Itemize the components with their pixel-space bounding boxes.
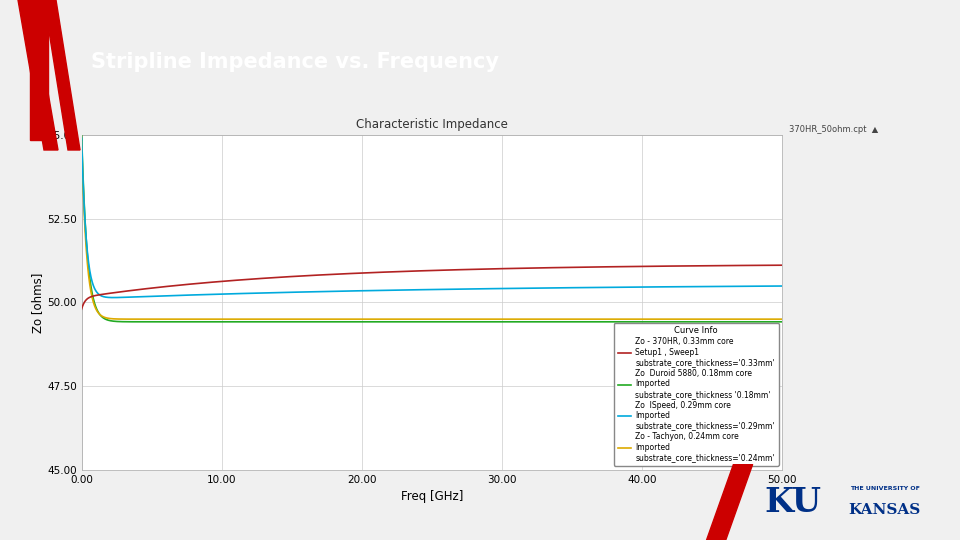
- Text: Stripline Impedance vs. Frequency: Stripline Impedance vs. Frequency: [91, 52, 499, 72]
- Text: KANSAS: KANSAS: [849, 503, 921, 517]
- Text: KU: KU: [765, 485, 822, 519]
- Title: Characteristic Impedance: Characteristic Impedance: [356, 118, 508, 131]
- Legend: Zo - 370HR, 0.33mm core
Setup1 , Sweep1
substrate_core_thickness='0.33mm', Zo  D: Zo - 370HR, 0.33mm core Setup1 , Sweep1 …: [613, 322, 779, 466]
- Polygon shape: [18, 0, 58, 150]
- Polygon shape: [44, 0, 80, 150]
- Y-axis label: Zo [ohms]: Zo [ohms]: [32, 272, 44, 333]
- Text: 370HR_50ohm.cpt  ▲: 370HR_50ohm.cpt ▲: [789, 125, 878, 134]
- Text: THE UNIVERSITY OF: THE UNIVERSITY OF: [850, 486, 920, 491]
- X-axis label: Freq [GHz]: Freq [GHz]: [401, 490, 463, 503]
- Polygon shape: [707, 464, 753, 540]
- Polygon shape: [30, 0, 48, 140]
